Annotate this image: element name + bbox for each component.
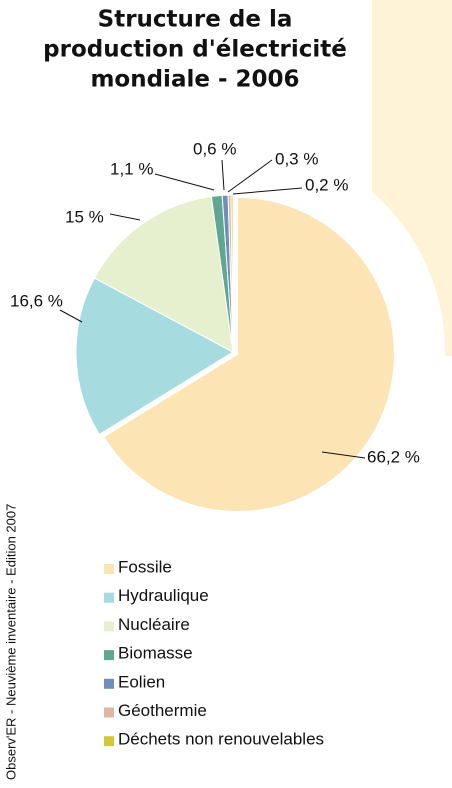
legend-label: Nucléaire [118, 615, 190, 634]
legend-swatch [104, 564, 114, 574]
data-label: 15 % [65, 207, 104, 226]
legend-label: Géothermie [118, 701, 207, 720]
source: Observ'ER - Neuvième inventaire - Editio… [3, 504, 18, 780]
legend-label: Eolien [118, 672, 165, 691]
data-label: 66,2 % [367, 447, 420, 466]
pie-slice [103, 196, 395, 512]
legend-swatch [104, 678, 114, 689]
legend-swatch [104, 736, 114, 747]
pie-slice [75, 277, 235, 436]
data-label: 0,3 % [275, 149, 318, 168]
chart-title: mondiale - 2006 [90, 67, 299, 93]
title-background [0, 0, 372, 130]
data-label: 0,2 % [305, 175, 348, 194]
leader-line [321, 451, 366, 459]
leader-line [232, 187, 303, 195]
legend-swatch [104, 707, 114, 718]
legend-swatch [104, 592, 114, 603]
legend-swatch [104, 650, 114, 661]
data-label: 1,1 % [110, 159, 153, 178]
legend-label: Déchets non renouvelables [118, 730, 324, 749]
data-label: 0,6 % [193, 139, 236, 158]
chart-title: production d'électricité [43, 37, 347, 63]
legend-label: Fossile [118, 557, 172, 576]
leader-line [109, 213, 141, 221]
legend-label: Biomasse [118, 644, 193, 663]
pie-slice [230, 194, 234, 353]
legend-swatch [104, 621, 114, 632]
pie-slice [93, 195, 234, 353]
legend-label: Hydraulique [118, 586, 209, 605]
leader-line [154, 173, 215, 191]
leader-line [227, 159, 273, 193]
data-label: 16,6 % [10, 291, 63, 310]
leader-line [59, 309, 83, 323]
chart-title: Structure de la [98, 7, 293, 33]
leader-line [221, 159, 225, 191]
